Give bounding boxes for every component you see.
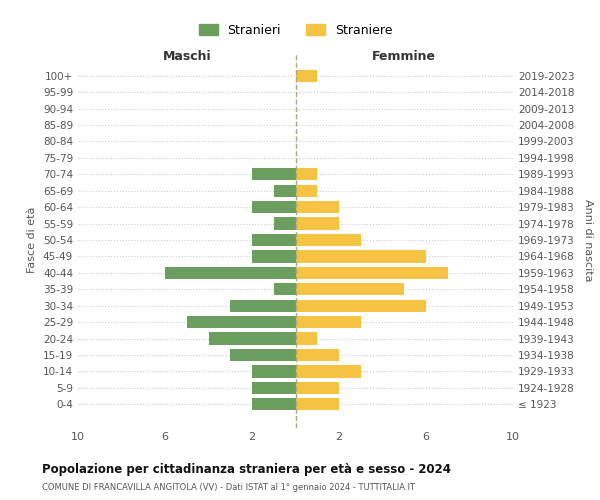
Bar: [209, 332, 296, 344]
Bar: [296, 70, 317, 82]
Bar: [252, 366, 296, 378]
Text: Femmine: Femmine: [372, 50, 436, 62]
Bar: [296, 382, 339, 394]
Bar: [296, 250, 426, 262]
Bar: [296, 398, 339, 410]
Bar: [274, 283, 296, 296]
Y-axis label: Anni di nascita: Anni di nascita: [583, 198, 593, 281]
Legend: Stranieri, Straniere: Stranieri, Straniere: [193, 18, 398, 43]
Bar: [252, 250, 296, 262]
Y-axis label: Fasce di età: Fasce di età: [28, 207, 37, 273]
Text: COMUNE DI FRANCAVILLA ANGITOLA (VV) - Dati ISTAT al 1° gennaio 2024 - TUTTITALIA: COMUNE DI FRANCAVILLA ANGITOLA (VV) - Da…: [42, 482, 415, 492]
Bar: [296, 218, 339, 230]
Text: Popolazione per cittadinanza straniera per età e sesso - 2024: Popolazione per cittadinanza straniera p…: [42, 462, 451, 475]
Bar: [296, 266, 448, 279]
Bar: [230, 300, 296, 312]
Bar: [296, 349, 339, 361]
Bar: [252, 398, 296, 410]
Bar: [252, 201, 296, 213]
Bar: [296, 300, 426, 312]
Bar: [252, 234, 296, 246]
Bar: [252, 382, 296, 394]
Bar: [252, 168, 296, 180]
Bar: [296, 201, 339, 213]
Bar: [230, 349, 296, 361]
Bar: [274, 218, 296, 230]
Bar: [165, 266, 296, 279]
Bar: [296, 234, 361, 246]
Bar: [296, 168, 317, 180]
Bar: [296, 316, 361, 328]
Bar: [296, 332, 317, 344]
Bar: [296, 366, 361, 378]
Bar: [187, 316, 296, 328]
Bar: [296, 184, 317, 197]
Bar: [274, 184, 296, 197]
Bar: [296, 283, 404, 296]
Text: Maschi: Maschi: [163, 50, 211, 62]
